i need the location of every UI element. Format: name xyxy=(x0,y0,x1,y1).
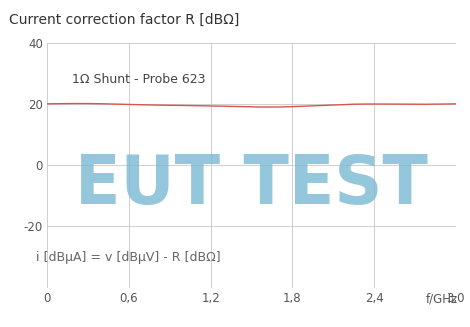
Text: Current correction factor R [dBΩ]: Current correction factor R [dBΩ] xyxy=(9,13,240,27)
Text: EUT TEST: EUT TEST xyxy=(75,152,428,218)
Text: 1Ω Shunt - Probe 623: 1Ω Shunt - Probe 623 xyxy=(71,73,205,86)
Text: i [dBμA] = v [dBμV] - R [dBΩ]: i [dBμA] = v [dBμV] - R [dBΩ] xyxy=(37,250,221,264)
Text: f/GHz: f/GHz xyxy=(426,293,458,306)
